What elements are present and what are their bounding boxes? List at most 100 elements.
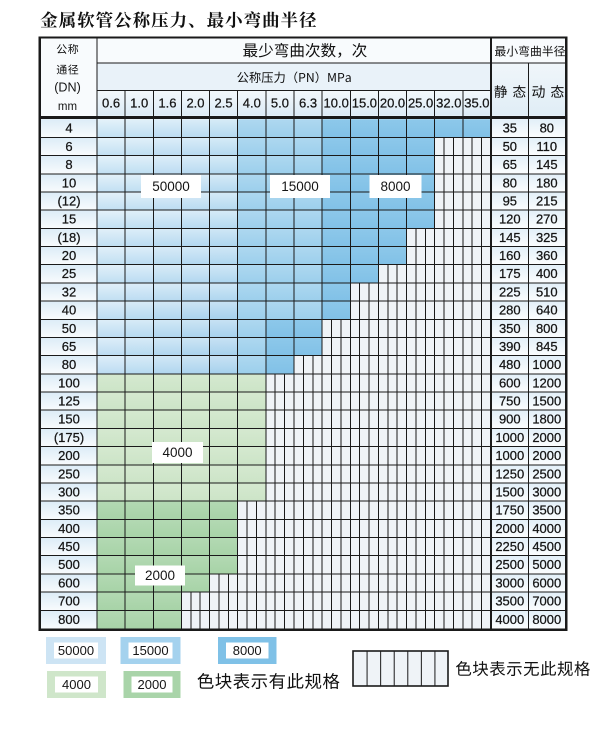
svg-text:35: 35 — [503, 121, 517, 136]
svg-text:2500: 2500 — [532, 466, 561, 481]
svg-text:1000: 1000 — [532, 357, 561, 372]
svg-text:1200: 1200 — [532, 375, 561, 390]
svg-text:80: 80 — [503, 175, 517, 190]
svg-text:80: 80 — [62, 357, 76, 372]
svg-text:4000: 4000 — [62, 677, 91, 692]
svg-text:270: 270 — [536, 212, 558, 227]
svg-text:400: 400 — [58, 521, 80, 536]
svg-text:65: 65 — [503, 157, 517, 172]
svg-text:8000: 8000 — [532, 612, 561, 627]
svg-text:2500: 2500 — [495, 557, 524, 572]
svg-text:100: 100 — [58, 375, 80, 390]
svg-text:600: 600 — [58, 575, 80, 590]
svg-text:300: 300 — [58, 485, 80, 500]
svg-text:25.0: 25.0 — [408, 96, 433, 111]
svg-text:215: 215 — [536, 194, 558, 209]
svg-text:1250: 1250 — [495, 466, 524, 481]
svg-text:3000: 3000 — [495, 575, 524, 590]
svg-text:15.0: 15.0 — [352, 96, 377, 111]
svg-text:390: 390 — [499, 339, 521, 354]
svg-text:3500: 3500 — [532, 503, 561, 518]
svg-text:325: 325 — [536, 230, 558, 245]
svg-text:700: 700 — [58, 594, 80, 609]
svg-text:(12): (12) — [57, 194, 80, 209]
svg-text:350: 350 — [58, 503, 80, 518]
svg-text:750: 750 — [499, 394, 521, 409]
svg-text:2000: 2000 — [495, 521, 524, 536]
svg-text:8000: 8000 — [380, 179, 410, 194]
svg-text:40: 40 — [62, 303, 76, 318]
svg-text:15: 15 — [62, 212, 76, 227]
svg-text:80: 80 — [540, 121, 554, 136]
svg-text:15000: 15000 — [132, 643, 168, 658]
svg-text:(175): (175) — [54, 430, 84, 445]
svg-text:250: 250 — [58, 466, 80, 481]
svg-text:8: 8 — [65, 157, 72, 172]
svg-text:5.0: 5.0 — [271, 96, 289, 111]
svg-text:(18): (18) — [57, 230, 80, 245]
svg-text:800: 800 — [58, 612, 80, 627]
svg-text:1500: 1500 — [495, 485, 524, 500]
svg-text:480: 480 — [499, 357, 521, 372]
svg-text:6: 6 — [65, 139, 72, 154]
svg-text:4000: 4000 — [162, 445, 192, 460]
svg-text:350: 350 — [499, 321, 521, 336]
svg-text:400: 400 — [536, 266, 558, 281]
svg-text:2000: 2000 — [138, 677, 167, 692]
svg-text:1000: 1000 — [495, 448, 524, 463]
svg-text:50: 50 — [62, 321, 76, 336]
svg-text:800: 800 — [536, 321, 558, 336]
svg-text:4000: 4000 — [532, 521, 561, 536]
svg-text:4500: 4500 — [532, 539, 561, 554]
svg-text:8000: 8000 — [233, 643, 262, 658]
svg-text:180: 180 — [536, 175, 558, 190]
svg-text:280: 280 — [499, 303, 521, 318]
svg-text:110: 110 — [536, 139, 557, 154]
svg-text:160: 160 — [499, 248, 521, 263]
svg-text:125: 125 — [58, 394, 80, 409]
svg-text:175: 175 — [499, 266, 521, 281]
svg-text:360: 360 — [536, 248, 558, 263]
svg-text:1800: 1800 — [532, 412, 561, 427]
svg-text:1.0: 1.0 — [130, 96, 148, 111]
svg-text:845: 845 — [536, 339, 558, 354]
svg-text:3500: 3500 — [495, 594, 524, 609]
svg-text:15000: 15000 — [281, 179, 319, 194]
svg-text:500: 500 — [58, 557, 80, 572]
svg-text:95: 95 — [503, 194, 517, 209]
svg-text:7000: 7000 — [532, 594, 561, 609]
svg-text:2000: 2000 — [532, 430, 561, 445]
svg-text:2000: 2000 — [145, 568, 175, 583]
svg-text:510: 510 — [536, 284, 558, 299]
svg-text:2250: 2250 — [495, 539, 524, 554]
svg-text:50: 50 — [503, 139, 517, 154]
svg-text:32.0: 32.0 — [436, 96, 461, 111]
svg-text:150: 150 — [58, 412, 80, 427]
svg-text:2.0: 2.0 — [186, 96, 204, 111]
svg-text:1.6: 1.6 — [158, 96, 176, 111]
svg-text:(DN): (DN) — [54, 80, 81, 94]
svg-text:450: 450 — [58, 539, 80, 554]
svg-text:32: 32 — [62, 284, 76, 299]
svg-text:145: 145 — [536, 157, 558, 172]
svg-text:200: 200 — [58, 448, 80, 463]
svg-text:225: 225 — [499, 284, 521, 299]
svg-text:20.0: 20.0 — [380, 96, 405, 111]
svg-text:640: 640 — [536, 303, 558, 318]
svg-text:4000: 4000 — [495, 612, 524, 627]
svg-text:35.0: 35.0 — [464, 96, 489, 111]
svg-text:900: 900 — [499, 412, 521, 427]
svg-text:145: 145 — [499, 230, 521, 245]
svg-text:3000: 3000 — [532, 485, 561, 500]
svg-text:1500: 1500 — [532, 394, 561, 409]
svg-text:4: 4 — [65, 121, 72, 136]
svg-text:1750: 1750 — [495, 503, 524, 518]
svg-text:25: 25 — [62, 266, 76, 281]
svg-text:20: 20 — [62, 248, 76, 263]
svg-text:10: 10 — [62, 175, 76, 190]
svg-text:50000: 50000 — [152, 179, 190, 194]
svg-text:65: 65 — [62, 339, 76, 354]
svg-text:1000: 1000 — [495, 430, 524, 445]
svg-text:600: 600 — [499, 375, 521, 390]
svg-text:2000: 2000 — [532, 448, 561, 463]
